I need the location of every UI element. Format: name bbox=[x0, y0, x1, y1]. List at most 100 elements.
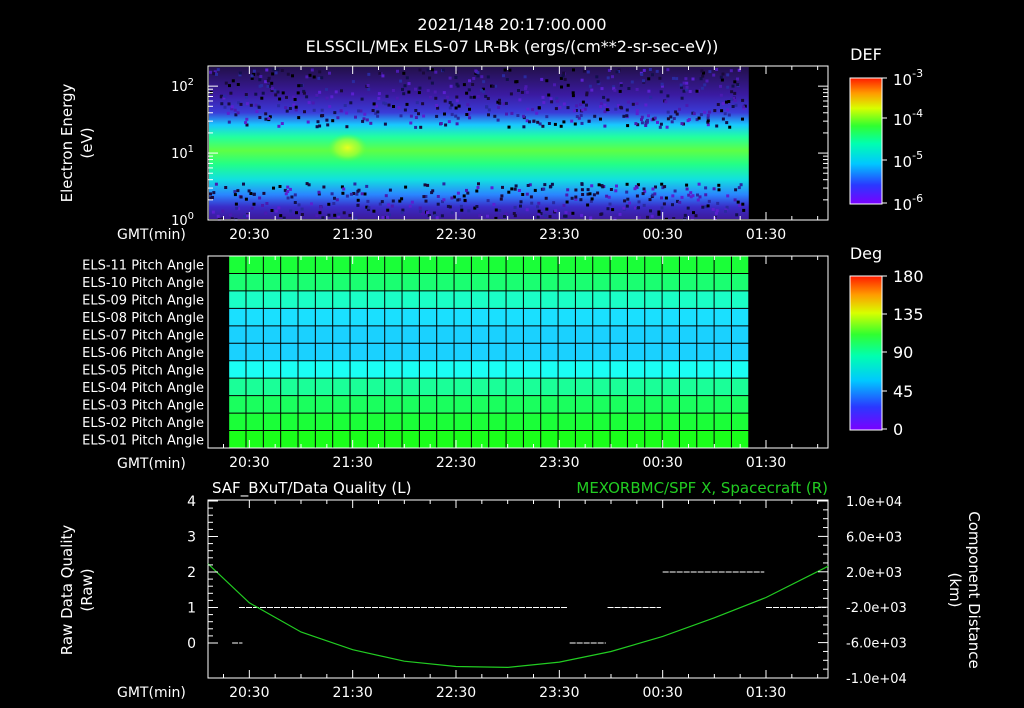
spectrogram-pixel bbox=[380, 200, 384, 204]
spectrogram-pixel bbox=[284, 106, 288, 110]
spectrogram-pixel bbox=[252, 192, 256, 196]
spectrogram-pixel bbox=[692, 211, 695, 215]
spectrogram-pixel bbox=[355, 192, 359, 196]
spectrogram-pixel bbox=[585, 93, 589, 97]
spectrogram-pixel bbox=[498, 101, 502, 105]
spectrogram-pixel bbox=[562, 71, 566, 75]
spectrogram-pixel bbox=[244, 93, 248, 96]
quality-panel-frame bbox=[207, 499, 829, 679]
spectrogram-pixel bbox=[553, 122, 557, 126]
spectrogram-pixel bbox=[401, 208, 405, 212]
spectrogram-pixel bbox=[650, 214, 654, 218]
spectrogram-pixel bbox=[390, 204, 394, 208]
spectrogram-pixel bbox=[556, 99, 560, 103]
spectrogram-pixel bbox=[675, 112, 679, 116]
spectrogram-pixel bbox=[424, 195, 428, 198]
spectrogram-pixel bbox=[381, 74, 385, 78]
spectrogram-pixel bbox=[493, 114, 497, 118]
spectrogram-pixel bbox=[443, 99, 447, 103]
spectrogram-pixel bbox=[430, 81, 434, 85]
spectrogram-pixel bbox=[332, 202, 336, 205]
def-colorbar-label: 10-5 bbox=[893, 149, 923, 171]
spectrogram-pixel bbox=[252, 72, 256, 76]
spectrogram-pixel bbox=[297, 84, 301, 88]
spectrogram-pixel bbox=[266, 79, 270, 83]
spectrogram-pixel bbox=[450, 196, 454, 200]
distance-ylabel-line2: (km) bbox=[946, 572, 964, 607]
spectrogram-pixel bbox=[273, 89, 277, 92]
spectrogram-pixel bbox=[264, 80, 268, 84]
spectrogram-pixel bbox=[518, 98, 522, 102]
spectrogram-pixel bbox=[417, 91, 421, 95]
spectrogram-pixel bbox=[257, 105, 261, 109]
distance-tick-label: -1.0e+04 bbox=[846, 672, 907, 687]
quality-tick-label: 3 bbox=[187, 530, 196, 546]
spectrogram-pixel bbox=[700, 69, 704, 73]
spectrogram-pixel bbox=[609, 188, 613, 191]
spectrogram-pixel bbox=[469, 95, 473, 99]
spectrogram-pixel bbox=[510, 187, 514, 191]
spectrogram-pixel bbox=[672, 76, 675, 80]
spectrogram-pixel bbox=[418, 206, 422, 210]
spectrogram-pixel bbox=[566, 106, 570, 110]
spectrogram-pixel bbox=[580, 121, 584, 125]
spectrogram-pixel bbox=[732, 96, 736, 100]
spectrogram-pixel bbox=[402, 92, 406, 96]
spectrogram-pixel bbox=[678, 200, 682, 204]
spectrogram-pixel bbox=[607, 195, 611, 199]
spectrogram-pixel bbox=[468, 116, 472, 120]
spectrogram-pixel bbox=[316, 120, 320, 124]
spectrogram-pixel bbox=[706, 204, 710, 208]
spectrogram-pixel bbox=[742, 208, 746, 212]
spectrogram-pixel bbox=[274, 71, 278, 75]
spectrogram-pixel bbox=[228, 213, 232, 217]
spectrogram-pixel bbox=[706, 113, 710, 117]
spectrogram-pixel bbox=[270, 89, 274, 92]
spectrogram-pixel bbox=[562, 120, 566, 124]
spectrogram-pixel bbox=[715, 209, 719, 213]
spectrogram-pixel bbox=[450, 112, 454, 116]
spectrogram-pixel bbox=[596, 191, 600, 195]
spectrogram-pixel bbox=[615, 70, 619, 74]
pitch-row-label: ELS-03 Pitch Angle bbox=[82, 398, 204, 413]
spectrogram-pixel bbox=[274, 209, 278, 213]
spectrogram-pixel bbox=[447, 120, 451, 124]
time-tick-label: 22:30 bbox=[436, 227, 476, 243]
spectrogram-pixel bbox=[365, 205, 369, 209]
spectrogram-pixel bbox=[513, 205, 517, 209]
spectrogram-pixel bbox=[721, 72, 725, 76]
spectrogram-pixel bbox=[330, 192, 334, 196]
spectrogram-pixel bbox=[608, 202, 612, 206]
spectrogram-pixel bbox=[484, 94, 488, 98]
spectrogram-pixel bbox=[724, 209, 728, 213]
spectrogram-pixel bbox=[434, 214, 438, 218]
spectrogram-pixel bbox=[498, 209, 502, 212]
spectrogram-pixel bbox=[694, 214, 698, 218]
spectrogram-pixel bbox=[315, 214, 319, 217]
spectrogram-pixel bbox=[414, 125, 418, 129]
spectrogram-pixel bbox=[245, 102, 249, 106]
spectrogram-pixel bbox=[349, 101, 353, 105]
spectrogram-pixel bbox=[590, 197, 594, 201]
spectrogram-pixel bbox=[449, 84, 453, 88]
spectrogram-pixel bbox=[285, 95, 288, 99]
spectrogram-pixel bbox=[279, 214, 283, 218]
spectrogram-pixel bbox=[530, 201, 534, 205]
spectrogram-pixel bbox=[669, 115, 673, 119]
quality-right-axis: 1.0e+04 6.0e+03 2.0e+03 -2.0e+03 -6.0e+03 -1.… bbox=[818, 495, 907, 687]
quality-tick-label: 2 bbox=[187, 565, 196, 581]
distance-tick-label: 1.0e+04 bbox=[846, 495, 902, 510]
spectrogram-pixel bbox=[233, 193, 237, 197]
spectrogram-pixel bbox=[617, 104, 621, 108]
spectrogram-pixel bbox=[252, 202, 256, 206]
spectrogram-pixel bbox=[418, 86, 422, 90]
spectrogram-pixel bbox=[549, 97, 553, 101]
spectrogram-pixel bbox=[227, 120, 231, 124]
spectrogram-pixel bbox=[384, 194, 388, 198]
spectrogram-pixel bbox=[619, 105, 623, 109]
spectrogram-pixel bbox=[455, 95, 459, 99]
spectrogram-pixel bbox=[613, 88, 617, 92]
spectrogram-pixel bbox=[293, 98, 297, 101]
spectrogram-pixel bbox=[670, 120, 674, 124]
